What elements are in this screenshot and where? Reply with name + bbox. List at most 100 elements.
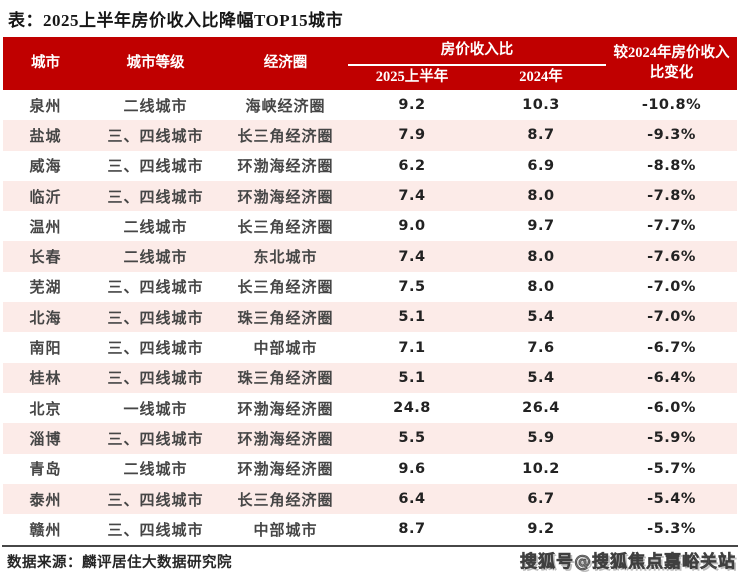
- table-header: 城市 城市等级 经济圈 房价收入比 较2024年房价收入 比变化 2025上半年…: [3, 37, 737, 90]
- col-header-2025h1: 2025上半年: [348, 65, 476, 90]
- cell-ratio-2024: 5.4: [476, 302, 606, 333]
- cell-circle: 东北城市: [223, 241, 348, 272]
- cell-change: -10.8%: [606, 90, 737, 121]
- cell-city: 桂林: [3, 362, 88, 393]
- cell-tier: 三、四线城市: [88, 514, 223, 545]
- cell-ratio-2025h1: 7.5: [348, 271, 476, 303]
- cell-tier: 三、四线城市: [88, 362, 223, 393]
- cell-ratio-2024: 6.9: [476, 150, 606, 181]
- cell-city: 青岛: [3, 453, 88, 484]
- table-row: 临沂 三、四线城市 环渤海经济圈 7.4 8.0 -7.8%: [3, 180, 737, 212]
- cell-tier: 二线城市: [88, 90, 223, 121]
- cell-city: 长春: [3, 241, 88, 272]
- cell-change: -6.0%: [606, 392, 737, 424]
- cell-tier: 三、四线城市: [88, 423, 223, 454]
- cell-tier: 三、四线城市: [88, 150, 223, 181]
- cell-tier: 三、四线城市: [88, 271, 223, 303]
- table-row: 赣州 三、四线城市 中部城市 8.7 9.2 -5.3%: [3, 514, 737, 545]
- col-header-change-line1: 较2024年房价收入: [613, 44, 730, 61]
- col-header-2024: 2024年: [476, 65, 606, 90]
- cell-change: -5.7%: [606, 453, 737, 484]
- cell-ratio-2025h1: 5.5: [348, 423, 476, 454]
- cell-change: -7.0%: [606, 271, 737, 303]
- cell-circle: 长三角经济圈: [223, 271, 348, 303]
- table-row: 北京 一线城市 环渤海经济圈 24.8 26.4 -6.0%: [3, 392, 737, 424]
- col-header-change-line2: 比变化: [649, 64, 694, 81]
- cell-circle: 环渤海经济圈: [223, 423, 348, 454]
- cell-ratio-2024: 8.0: [476, 271, 606, 303]
- table-body: 泉州 二线城市 海峡经济圈 9.2 10.3 -10.8% 盐城 三、四线城市 长三角经济圈 7.…: [3, 90, 737, 545]
- cell-ratio-2025h1: 6.2: [348, 150, 476, 181]
- cell-tier: 二线城市: [88, 453, 223, 484]
- cell-change: -5.9%: [606, 423, 737, 454]
- cell-ratio-2024: 7.6: [476, 332, 606, 363]
- cell-circle: 长三角经济圈: [223, 211, 348, 242]
- col-group-price-income-ratio: 房价收入比: [348, 37, 606, 66]
- cell-ratio-2025h1: 9.0: [348, 211, 476, 242]
- table-row: 南阳 三、四线城市 中部城市 7.1 7.6 -6.7%: [3, 332, 737, 363]
- cell-city: 泰州: [3, 483, 88, 515]
- cell-ratio-2024: 26.4: [476, 392, 606, 424]
- cell-change: -6.7%: [606, 332, 737, 363]
- cell-tier: 三、四线城市: [88, 180, 223, 212]
- data-source: 数据来源：麟评居住大数据研究院: [7, 555, 232, 571]
- table-row: 威海 三、四线城市 环渤海经济圈 6.2 6.9 -8.8%: [3, 150, 737, 181]
- table-row: 泉州 二线城市 海峡经济圈 9.2 10.3 -10.8%: [3, 90, 737, 121]
- cell-circle: 环渤海经济圈: [223, 453, 348, 484]
- cell-ratio-2025h1: 6.4: [348, 483, 476, 515]
- cell-change: -8.8%: [606, 150, 737, 181]
- col-header-tier: 城市等级: [88, 37, 223, 90]
- col-header-city: 城市: [3, 37, 88, 90]
- cell-circle: 环渤海经济圈: [223, 392, 348, 424]
- table-row: 泰州 三、四线城市 长三角经济圈 6.4 6.7 -5.4%: [3, 483, 737, 515]
- cell-circle: 环渤海经济圈: [223, 180, 348, 212]
- cell-change: -7.7%: [606, 211, 737, 242]
- cell-ratio-2024: 8.0: [476, 241, 606, 272]
- cell-circle: 海峡经济圈: [223, 90, 348, 121]
- cell-circle: 中部城市: [223, 514, 348, 545]
- cell-ratio-2025h1: 24.8: [348, 392, 476, 424]
- cell-city: 南阳: [3, 332, 88, 363]
- cell-city: 北海: [3, 302, 88, 333]
- cell-city: 淄博: [3, 423, 88, 454]
- header-row-group: 城市 城市等级 经济圈 房价收入比 较2024年房价收入 比变化: [3, 37, 737, 90]
- cell-ratio-2025h1: 5.1: [348, 362, 476, 393]
- cell-ratio-2025h1: 7.1: [348, 332, 476, 363]
- cell-ratio-2024: 8.0: [476, 180, 606, 212]
- cell-change: -7.6%: [606, 241, 737, 272]
- cell-change: -5.3%: [606, 514, 737, 545]
- table-row: 北海 三、四线城市 珠三角经济圈 5.1 5.4 -7.0%: [3, 302, 737, 333]
- cell-circle: 环渤海经济圈: [223, 150, 348, 181]
- cell-ratio-2024: 5.9: [476, 423, 606, 454]
- cell-tier: 三、四线城市: [88, 302, 223, 333]
- cell-city: 泉州: [3, 90, 88, 121]
- cell-circle: 长三角经济圈: [223, 120, 348, 151]
- table-row: 淄博 三、四线城市 环渤海经济圈 5.5 5.9 -5.9%: [3, 423, 737, 454]
- cell-ratio-2025h1: 8.7: [348, 514, 476, 545]
- table-row: 芜湖 三、四线城市 长三角经济圈 7.5 8.0 -7.0%: [3, 271, 737, 303]
- cell-tier: 二线城市: [88, 211, 223, 242]
- table-title: 表：2025上半年房价收入比降幅TOP15城市: [8, 11, 344, 30]
- cell-ratio-2025h1: 7.4: [348, 241, 476, 272]
- cell-tier: 三、四线城市: [88, 483, 223, 515]
- cell-city: 临沂: [3, 180, 88, 212]
- table-row: 桂林 三、四线城市 珠三角经济圈 5.1 5.4 -6.4%: [3, 362, 737, 393]
- cell-circle: 长三角经济圈: [223, 483, 348, 515]
- cell-city: 温州: [3, 211, 88, 242]
- col-header-change: 较2024年房价收入 比变化: [606, 37, 737, 90]
- table-row: 青岛 二线城市 环渤海经济圈 9.6 10.2 -5.7%: [3, 453, 737, 484]
- cell-ratio-2025h1: 9.2: [348, 90, 476, 121]
- table-row: 盐城 三、四线城市 长三角经济圈 7.9 8.7 -9.3%: [3, 120, 737, 151]
- cell-ratio-2024: 5.4: [476, 362, 606, 393]
- table-row: 长春 二线城市 东北城市 7.4 8.0 -7.6%: [3, 241, 737, 272]
- cell-ratio-2025h1: 9.6: [348, 453, 476, 484]
- cell-ratio-2025h1: 5.1: [348, 302, 476, 333]
- table-bottom-rule: [2, 545, 738, 547]
- table-row: 温州 二线城市 长三角经济圈 9.0 9.7 -7.7%: [3, 211, 737, 242]
- cell-city: 赣州: [3, 514, 88, 545]
- cell-ratio-2025h1: 7.4: [348, 180, 476, 212]
- cell-ratio-2024: 8.7: [476, 120, 606, 151]
- price-income-table: 城市 城市等级 经济圈 房价收入比 较2024年房价收入 比变化 2025上半年…: [3, 37, 737, 545]
- header-row-sub: 2025上半年 2024年: [3, 65, 737, 90]
